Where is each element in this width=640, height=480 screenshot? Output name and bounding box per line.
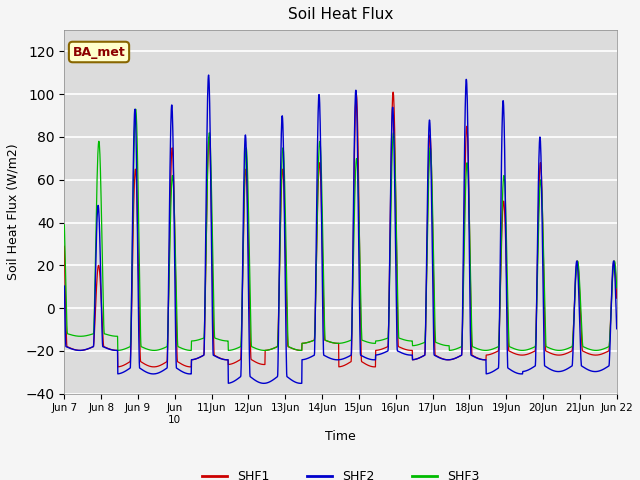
Title: Soil Heat Flux: Soil Heat Flux bbox=[288, 7, 393, 22]
Legend: SHF1, SHF2, SHF3: SHF1, SHF2, SHF3 bbox=[197, 465, 484, 480]
Text: BA_met: BA_met bbox=[72, 46, 125, 59]
X-axis label: Time: Time bbox=[325, 431, 356, 444]
Y-axis label: Soil Heat Flux (W/m2): Soil Heat Flux (W/m2) bbox=[7, 144, 20, 280]
